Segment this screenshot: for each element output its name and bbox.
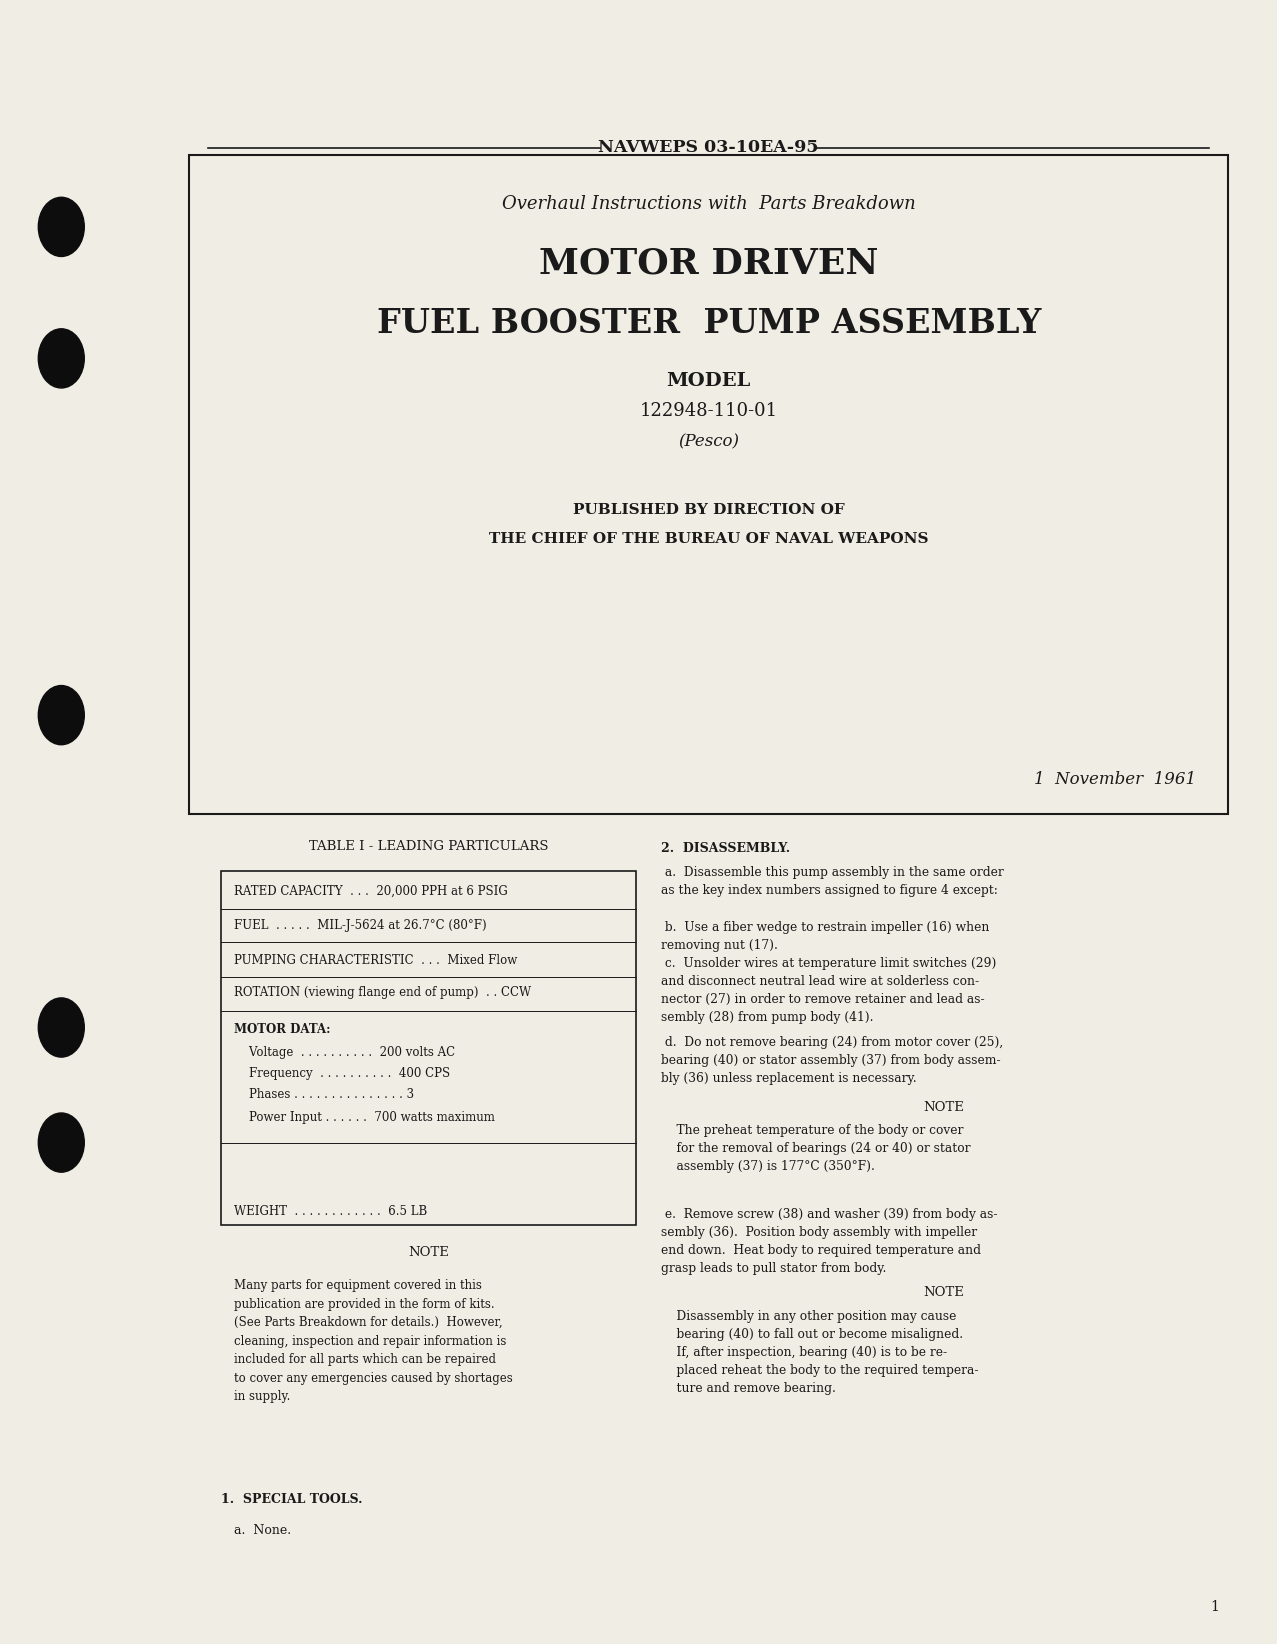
Text: d.  Do not remove bearing (24) from motor cover (25),
bearing (40) or stator ass: d. Do not remove bearing (24) from motor… [661,1036,1004,1085]
Text: NOTE: NOTE [407,1246,450,1259]
Circle shape [38,197,84,256]
Text: Voltage  . . . . . . . . . .  200 volts AC: Voltage . . . . . . . . . . 200 volts AC [234,1046,455,1059]
Text: 1.  SPECIAL TOOLS.: 1. SPECIAL TOOLS. [221,1493,363,1506]
Text: 1: 1 [1211,1600,1220,1614]
Text: ROTATION (viewing flange end of pump)  . . CCW: ROTATION (viewing flange end of pump) . … [234,986,531,1000]
Bar [189,155,1228,814]
Circle shape [38,1113,84,1172]
Text: PUMPING CHARACTERISTIC  . . .  Mixed Flow: PUMPING CHARACTERISTIC . . . Mixed Flow [234,954,517,967]
Text: MODEL: MODEL [667,373,751,390]
Text: 2.  DISASSEMBLY.: 2. DISASSEMBLY. [661,842,790,855]
Text: FUEL BOOSTER  PUMP ASSEMBLY: FUEL BOOSTER PUMP ASSEMBLY [377,307,1041,340]
Text: a.  None.: a. None. [234,1524,291,1537]
Text: PUBLISHED BY DIRECTION OF: PUBLISHED BY DIRECTION OF [573,503,844,516]
Circle shape [38,686,84,745]
Text: (Pesco): (Pesco) [678,434,739,450]
Text: c.  Unsolder wires at temperature limit switches (29)
and disconnect neutral lea: c. Unsolder wires at temperature limit s… [661,957,997,1024]
Text: Many parts for equipment covered in this
publication are provided in the form of: Many parts for equipment covered in this… [234,1279,512,1402]
Text: Phases . . . . . . . . . . . . . . . 3: Phases . . . . . . . . . . . . . . . 3 [234,1088,414,1101]
Text: RATED CAPACITY  . . .  20,000 PPH at 6 PSIG: RATED CAPACITY . . . 20,000 PPH at 6 PSI… [234,884,507,898]
Text: b.  Use a fiber wedge to restrain impeller (16) when
removing nut (17).: b. Use a fiber wedge to restrain impelle… [661,921,990,952]
Text: NOTE: NOTE [923,1101,964,1115]
Text: THE CHIEF OF THE BUREAU OF NAVAL WEAPONS: THE CHIEF OF THE BUREAU OF NAVAL WEAPONS [489,533,928,546]
Text: Frequency  . . . . . . . . . .  400 CPS: Frequency . . . . . . . . . . 400 CPS [234,1067,450,1080]
Text: NAVWEPS 03-10EA-95: NAVWEPS 03-10EA-95 [599,140,819,156]
Bar [221,871,636,1225]
Text: a.  Disassemble this pump assembly in the same order
as the key index numbers as: a. Disassemble this pump assembly in the… [661,866,1004,898]
Text: Disassembly in any other position may cause
    bearing (40) to fall out or beco: Disassembly in any other position may ca… [661,1310,979,1396]
Text: 122948-110-01: 122948-110-01 [640,403,778,419]
Text: The preheat temperature of the body or cover
    for the removal of bearings (24: The preheat temperature of the body or c… [661,1124,971,1174]
Text: MOTOR DATA:: MOTOR DATA: [234,1023,331,1036]
Text: 1  November  1961: 1 November 1961 [1034,771,1197,787]
Text: Power Input . . . . . .  700 watts maximum: Power Input . . . . . . 700 watts maximu… [234,1111,494,1124]
Text: MOTOR DRIVEN: MOTOR DRIVEN [539,247,879,279]
Text: NOTE: NOTE [923,1286,964,1299]
Text: Overhaul Instructions with  Parts Breakdown: Overhaul Instructions with Parts Breakdo… [502,196,916,212]
Circle shape [38,329,84,388]
Text: TABLE I - LEADING PARTICULARS: TABLE I - LEADING PARTICULARS [309,840,548,853]
Circle shape [38,998,84,1057]
Text: e.  Remove screw (38) and washer (39) from body as-
sembly (36).  Position body : e. Remove screw (38) and washer (39) fro… [661,1208,999,1276]
Text: WEIGHT  . . . . . . . . . . . .  6.5 LB: WEIGHT . . . . . . . . . . . . 6.5 LB [234,1205,427,1218]
Text: FUEL  . . . . .  MIL-J-5624 at 26.7°C (80°F): FUEL . . . . . MIL-J-5624 at 26.7°C (80°… [234,919,487,932]
